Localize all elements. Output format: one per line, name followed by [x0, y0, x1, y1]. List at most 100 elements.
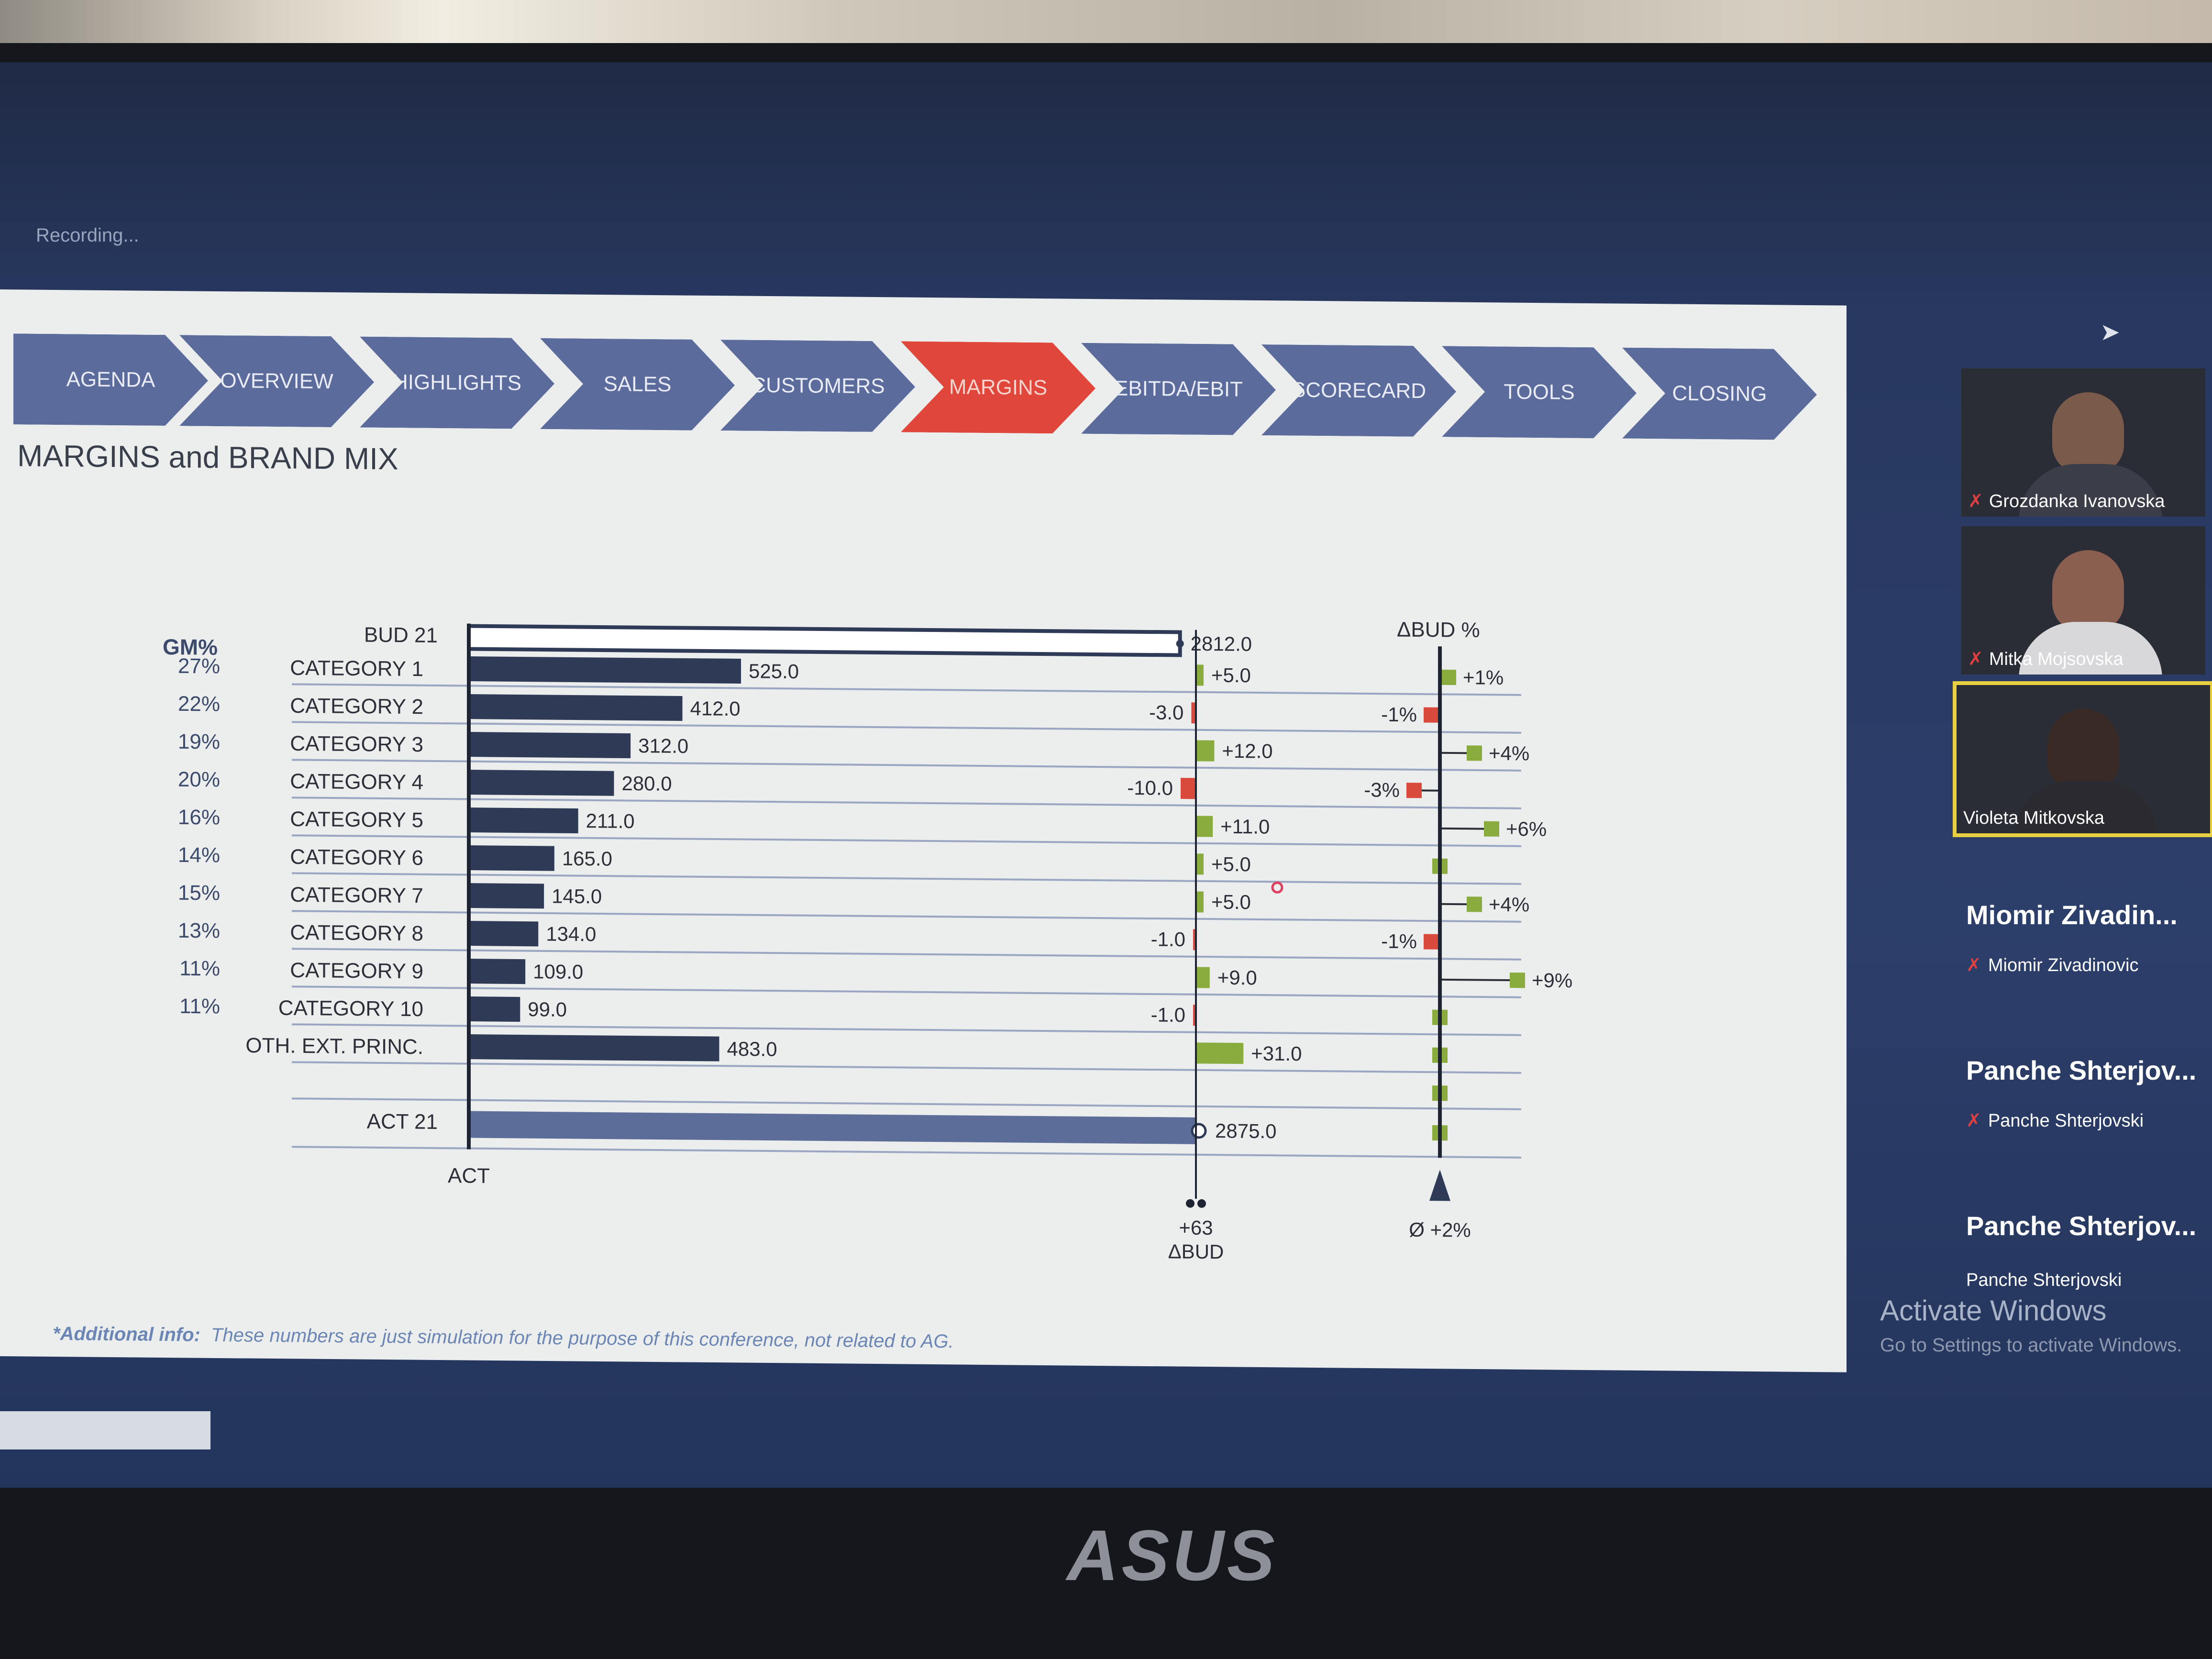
category-value: 280.0 [621, 772, 672, 795]
participant-row[interactable]: Panche Shterjovski [1966, 1270, 2122, 1290]
grid-line [292, 1061, 1521, 1074]
category-label: CATEGORY 10 [278, 996, 423, 1021]
actual-label: ACT 21 [367, 1110, 438, 1134]
category-label: CATEGORY 3 [290, 732, 423, 756]
delta-pct-marker [1467, 745, 1482, 761]
participant-row[interactable]: ✗ Panche Shterjovski [1966, 1111, 2144, 1131]
category-bar [469, 770, 614, 796]
taskbar[interactable] [0, 1411, 210, 1449]
delta-bar [1196, 853, 1204, 875]
category-label: CATEGORY 1 [290, 656, 423, 681]
laptop-brand-logo: ASUS [1067, 1515, 1278, 1595]
category-value: 211.0 [586, 809, 635, 832]
delta-value: +5.0 [1211, 664, 1251, 687]
delta-bar [1196, 967, 1210, 988]
delta-pct-label: +6% [1506, 818, 1547, 841]
gm-value: 11% [179, 995, 220, 1018]
shared-slide: AGENDA OVERVIEW HIGHLIGHTS SALES CUSTOMERS MA… [0, 289, 1847, 1372]
delta-value: +12.0 [1222, 740, 1272, 763]
activate-windows-subtitle: Go to Settings to activate Windows. [1880, 1335, 2182, 1356]
delta-pct-label: +1% [1463, 666, 1504, 689]
grid-line [292, 1146, 1521, 1159]
grid-line [292, 721, 1521, 734]
budget-bar [467, 624, 1182, 657]
category-bar [469, 883, 544, 909]
delta-pct-label: +4% [1489, 742, 1529, 765]
category-label: OTH. EXT. PRINC. [245, 1034, 423, 1059]
gm-value: 13% [178, 919, 220, 943]
gm-value: 20% [178, 768, 220, 792]
category-label: CATEGORY 2 [290, 694, 423, 719]
footnote-label: *Additional info: [53, 1323, 200, 1346]
delta-value: +5.0 [1211, 853, 1251, 876]
participant-video [2047, 709, 2119, 790]
category-bar [469, 845, 554, 871]
delta-bar [1191, 702, 1196, 724]
delta-bar [1196, 891, 1204, 913]
budget-bar-end [1176, 640, 1184, 648]
delta-bar [1196, 1042, 1244, 1064]
participant-tile[interactable]: ✗ Mitka Mojsovska [1961, 526, 2205, 675]
grid-line [292, 985, 1521, 998]
grid-line [292, 796, 1521, 809]
grid-line [292, 834, 1521, 847]
delta-pct-marker [1406, 783, 1422, 798]
category-value: 312.0 [638, 734, 688, 757]
delta-pct-header: ΔBUD % [1397, 618, 1480, 642]
gm-header: GM% [163, 634, 218, 660]
laser-pointer-icon [1271, 881, 1283, 894]
delta-value: +9.0 [1217, 966, 1257, 989]
delta-value: -1.0 [1151, 1003, 1185, 1026]
muted-mic-icon: ✗ [1966, 955, 1981, 975]
category-bar [469, 959, 526, 984]
delta-pct-label: -1% [1381, 930, 1417, 953]
participant-display-name: Panche Shterjov... [1966, 1211, 2197, 1241]
participant-video [2052, 392, 2124, 474]
participant-tile[interactable]: ✗ Grozdanka Ivanovska [1961, 368, 2205, 517]
delta-pct-label: -3% [1364, 778, 1400, 801]
delta-pct-marker [1424, 934, 1439, 950]
delta-pct-marker [1441, 669, 1456, 686]
delta-pct-marker [1424, 707, 1439, 723]
participant-display-name: Miomir Zivadin... [1966, 900, 2178, 930]
gm-value: 22% [178, 692, 220, 716]
participants-panel: ✗ Grozdanka Ivanovska ✗ Mitka Mojsovska Vi… [1856, 297, 2212, 1445]
category-bar [469, 694, 683, 721]
muted-mic-icon: ✗ [1968, 491, 1983, 511]
participant-video [2052, 550, 2124, 631]
margins-chart: GM% ΔBUD % BUD 21 2812.0 27% CATEGORY 1 525.0 +… [163, 618, 1572, 1263]
activate-windows-title: Activate Windows [1880, 1294, 2107, 1327]
grid-line [292, 1097, 1521, 1110]
category-label: CATEGORY 9 [290, 959, 423, 983]
delta-pct-label: +9% [1532, 969, 1572, 992]
actual-bar [469, 1111, 1196, 1144]
delta-value: -3.0 [1149, 701, 1183, 724]
delta-value: +11.0 [1220, 815, 1270, 838]
actual-value: 2875.0 [1215, 1119, 1276, 1142]
avg-marker-icon [1429, 1170, 1450, 1201]
delta-value: +5.0 [1211, 891, 1251, 914]
category-bar [469, 732, 631, 759]
category-value: 412.0 [690, 697, 741, 720]
grid-line [292, 948, 1521, 961]
participant-row[interactable]: ✗ Miomir Zivadinovic [1966, 955, 2139, 975]
category-bar [469, 921, 539, 947]
category-value: 145.0 [552, 885, 602, 908]
gm-value: 27% [178, 654, 220, 678]
category-bar [469, 1034, 719, 1062]
delta-bar [1181, 778, 1196, 799]
category-value: 99.0 [528, 998, 567, 1021]
category-label: CATEGORY 7 [290, 883, 423, 907]
grid-line [292, 1023, 1521, 1036]
muted-mic-icon: ✗ [1968, 649, 1983, 669]
participant-tile-active[interactable]: Violeta Mitkovska [1953, 681, 2212, 837]
grid-line [292, 683, 1521, 696]
category-value: 165.0 [562, 847, 612, 870]
category-label: CATEGORY 4 [290, 770, 423, 794]
budget-value: 2812.0 [1191, 632, 1252, 655]
delta-bar [1196, 816, 1213, 837]
delta-pct-label: +4% [1489, 893, 1529, 916]
category-value: 525.0 [749, 660, 799, 683]
category-value: 109.0 [533, 960, 583, 983]
category-value: 134.0 [546, 922, 596, 945]
